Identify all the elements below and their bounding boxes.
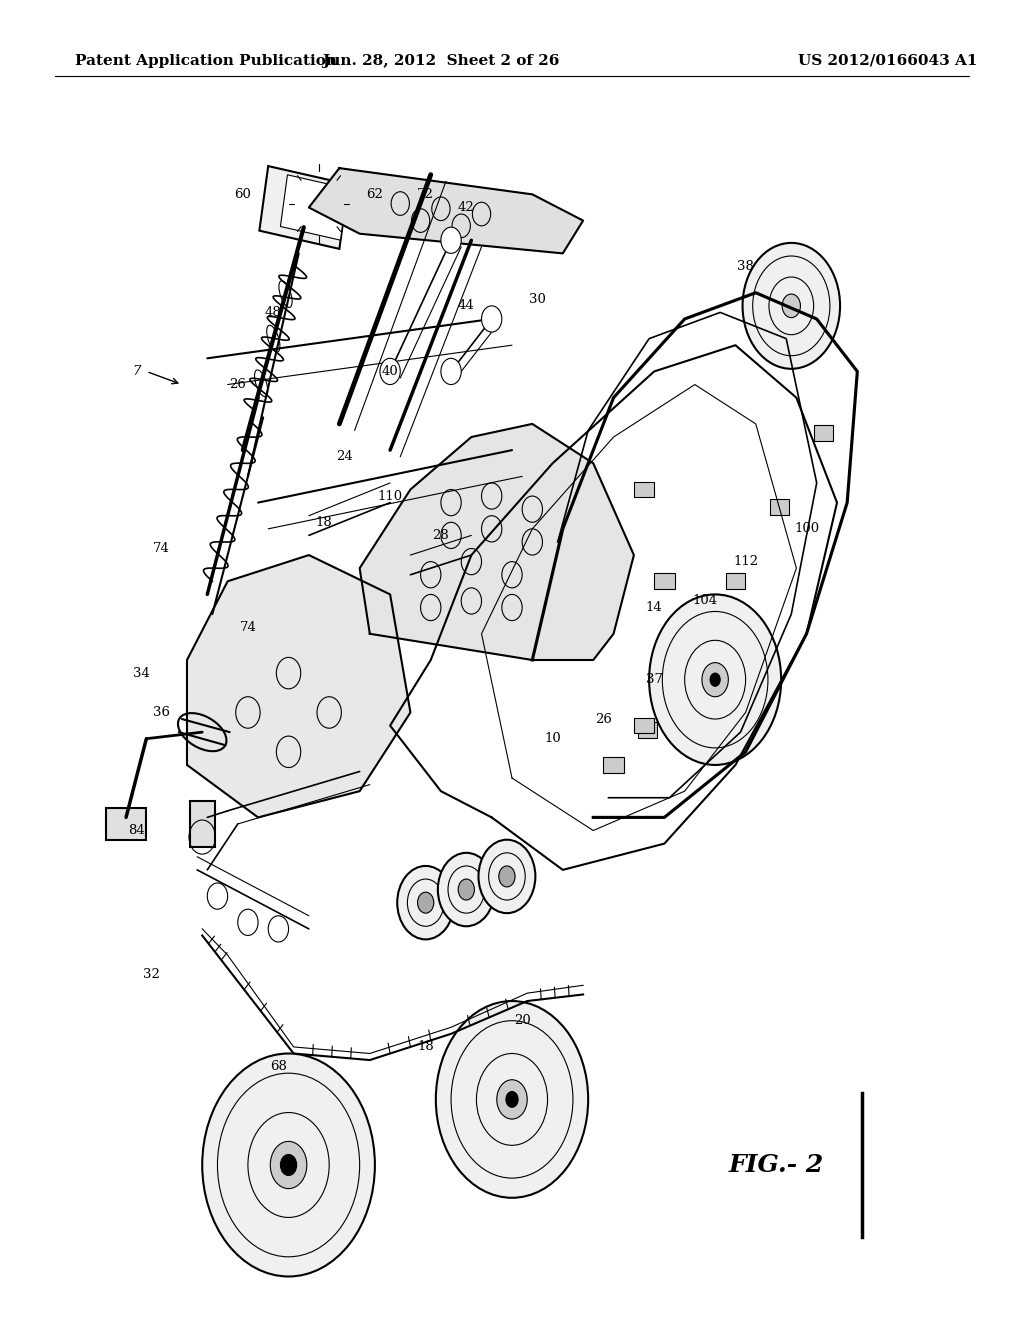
- Text: 34: 34: [133, 667, 150, 680]
- Circle shape: [281, 1155, 297, 1176]
- Circle shape: [649, 594, 781, 764]
- Bar: [726, 573, 744, 589]
- Text: 72: 72: [417, 187, 434, 201]
- Text: 30: 30: [529, 293, 546, 306]
- Text: 110: 110: [378, 490, 402, 503]
- Text: 7: 7: [132, 364, 140, 378]
- Circle shape: [478, 840, 536, 913]
- Circle shape: [380, 358, 400, 384]
- Text: 32: 32: [143, 969, 160, 981]
- Text: 37: 37: [646, 673, 663, 686]
- Circle shape: [506, 1092, 518, 1107]
- Text: 48: 48: [265, 306, 282, 319]
- Bar: [638, 722, 656, 738]
- Text: 24: 24: [336, 450, 353, 463]
- Circle shape: [497, 1080, 527, 1119]
- Text: 74: 74: [240, 620, 256, 634]
- Text: 14: 14: [646, 601, 663, 614]
- Circle shape: [438, 853, 495, 927]
- Text: 74: 74: [154, 543, 170, 554]
- Text: 18: 18: [315, 516, 333, 529]
- Bar: [654, 573, 675, 589]
- Bar: [281, 174, 347, 240]
- Bar: [814, 425, 833, 441]
- Text: Patent Application Publication: Patent Application Publication: [75, 54, 337, 67]
- Bar: [105, 808, 146, 841]
- Bar: [634, 482, 654, 498]
- Text: 20: 20: [514, 1014, 530, 1027]
- Polygon shape: [309, 168, 583, 253]
- Text: US 2012/0166043 A1: US 2012/0166043 A1: [798, 54, 978, 67]
- Text: FIG.- 2: FIG.- 2: [728, 1152, 823, 1177]
- Text: 104: 104: [692, 594, 718, 607]
- Circle shape: [742, 243, 840, 368]
- Circle shape: [418, 892, 434, 913]
- Bar: [259, 166, 348, 249]
- Text: 84: 84: [128, 824, 144, 837]
- Circle shape: [441, 358, 461, 384]
- Text: 100: 100: [794, 523, 819, 536]
- Text: 40: 40: [382, 364, 398, 378]
- Bar: [603, 758, 624, 772]
- Circle shape: [436, 1001, 588, 1197]
- Text: 62: 62: [367, 187, 383, 201]
- Circle shape: [458, 879, 474, 900]
- Text: 112: 112: [733, 556, 758, 568]
- Circle shape: [710, 673, 720, 686]
- Text: 26: 26: [595, 713, 612, 726]
- Bar: [634, 718, 654, 734]
- Circle shape: [202, 1053, 375, 1276]
- Bar: [770, 499, 788, 515]
- Bar: [189, 801, 215, 847]
- Text: 44: 44: [458, 300, 475, 313]
- Text: 42: 42: [458, 201, 475, 214]
- Text: 26: 26: [229, 378, 246, 391]
- Text: 36: 36: [154, 706, 170, 719]
- Circle shape: [397, 866, 454, 940]
- Text: 28: 28: [432, 529, 450, 543]
- Bar: [665, 665, 685, 681]
- Text: 10: 10: [544, 733, 561, 746]
- Circle shape: [701, 663, 728, 697]
- Polygon shape: [187, 556, 411, 817]
- Circle shape: [270, 1142, 307, 1188]
- Circle shape: [782, 294, 801, 318]
- Text: Jun. 28, 2012  Sheet 2 of 26: Jun. 28, 2012 Sheet 2 of 26: [323, 54, 559, 67]
- Text: 38: 38: [737, 260, 754, 273]
- Polygon shape: [359, 424, 634, 660]
- Circle shape: [481, 306, 502, 333]
- Text: 68: 68: [270, 1060, 287, 1073]
- Circle shape: [499, 866, 515, 887]
- Text: 60: 60: [234, 187, 251, 201]
- Text: 18: 18: [418, 1040, 434, 1053]
- Circle shape: [441, 227, 461, 253]
- Bar: [682, 648, 700, 664]
